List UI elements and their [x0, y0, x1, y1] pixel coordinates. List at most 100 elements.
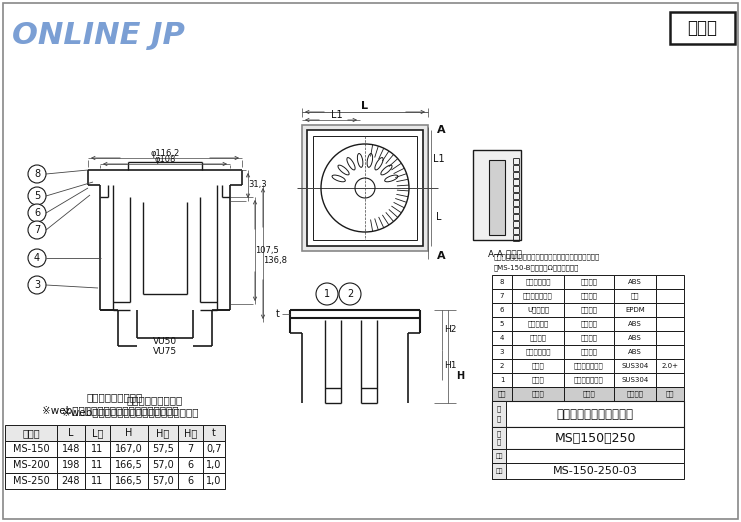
Text: 合成樹脂: 合成樹脂 [580, 335, 597, 341]
Text: 5: 5 [500, 321, 504, 327]
Text: スペリパッキン: スペリパッキン [523, 293, 553, 299]
Text: 参考図: 参考図 [687, 19, 717, 37]
Circle shape [28, 249, 46, 267]
Bar [110, 425, 148, 441]
Bar [492, 463, 506, 479]
Bar [564, 317, 614, 331]
Text: 名: 名 [497, 416, 501, 422]
Text: L1: L1 [331, 110, 343, 120]
Circle shape [28, 187, 46, 205]
Bar [512, 345, 564, 359]
Text: 浅型トラップ詳細図: 浅型トラップ詳細図 [127, 395, 183, 405]
Text: ステンレス鉱板: ステンレス鉱板 [574, 363, 604, 369]
Circle shape [316, 283, 338, 305]
Text: 7: 7 [187, 444, 193, 454]
Text: ONLINE JP: ONLINE JP [12, 20, 185, 50]
Text: 合成樹脂: 合成樹脂 [580, 279, 597, 286]
Text: フ　タ: フ タ [531, 363, 545, 369]
Text: 品: 品 [497, 431, 501, 437]
Text: 11: 11 [91, 460, 104, 470]
Text: 166,5: 166,5 [115, 476, 143, 486]
Bar [492, 373, 512, 387]
Text: 8: 8 [499, 279, 504, 285]
Bar [85, 441, 110, 457]
Bar [85, 473, 110, 489]
Text: φ108: φ108 [154, 155, 176, 163]
Text: 4: 4 [34, 253, 40, 263]
Bar [656, 331, 684, 345]
Text: H２: H２ [184, 428, 197, 438]
Bar [492, 401, 506, 427]
Bar [614, 317, 656, 331]
Text: φ116,2: φ116,2 [150, 148, 179, 158]
Bar [614, 373, 656, 387]
Text: H１: H１ [156, 428, 170, 438]
Text: ※web図面の為、等縮尺ではございません。: ※web図面の為、等縮尺ではございません。 [62, 407, 199, 417]
Text: 6: 6 [34, 208, 40, 218]
Bar [564, 345, 614, 359]
Text: VU50: VU50 [153, 337, 177, 346]
Bar [614, 289, 656, 303]
Bar [57, 425, 85, 441]
Bar [656, 345, 684, 359]
Bar [203, 457, 225, 473]
Text: 番: 番 [497, 438, 501, 445]
Text: 248: 248 [62, 476, 80, 486]
Text: 合成樹脂: 合成樹脂 [580, 349, 597, 355]
Text: 合成樹脂: 合成樹脂 [580, 293, 597, 299]
Bar [656, 275, 684, 289]
Bar [178, 441, 203, 457]
Text: L: L [68, 428, 74, 438]
Bar [5, 473, 57, 489]
Text: L１: L１ [92, 428, 103, 438]
Text: 6: 6 [187, 460, 193, 470]
Bar [178, 457, 203, 473]
Text: フランジ: フランジ [530, 335, 547, 341]
Circle shape [28, 276, 46, 294]
Circle shape [28, 204, 46, 222]
Text: 2.0+: 2.0+ [662, 363, 679, 369]
Text: MS-150: MS-150 [13, 444, 50, 454]
Bar [178, 473, 203, 489]
Text: 浅型トラップ詳細図: 浅型トラップ詳細図 [87, 392, 143, 402]
Bar [492, 463, 684, 479]
Bar [5, 457, 57, 473]
Bar [492, 345, 512, 359]
Bar [148, 457, 178, 473]
Text: 寸法: 寸法 [495, 453, 502, 459]
Text: VU75: VU75 [153, 348, 177, 357]
Text: H: H [125, 428, 133, 438]
Bar [492, 317, 512, 331]
Bar [656, 289, 684, 303]
Text: 11: 11 [91, 444, 104, 454]
Text: 4: 4 [500, 335, 504, 341]
Text: 品: 品 [497, 406, 501, 412]
Bar [564, 275, 614, 289]
Bar [492, 449, 506, 463]
Text: 57,5: 57,5 [152, 444, 174, 454]
Bar [178, 425, 203, 441]
Text: 材質名: 材質名 [582, 390, 595, 397]
Text: H2: H2 [444, 326, 456, 335]
Text: トラップ本体: トラップ本体 [525, 349, 551, 355]
Bar [489, 160, 505, 235]
Text: 7: 7 [499, 293, 504, 299]
Bar [614, 359, 656, 373]
Text: 57,0: 57,0 [152, 460, 174, 470]
Text: 7: 7 [34, 225, 40, 235]
Bar [492, 275, 512, 289]
Bar [512, 387, 564, 401]
Bar [656, 303, 684, 317]
Circle shape [28, 221, 46, 239]
Text: t: t [212, 428, 216, 438]
Text: EPDM: EPDM [625, 307, 645, 313]
Bar [110, 473, 148, 489]
Text: 番号: 番号 [498, 390, 506, 397]
Bar [492, 303, 512, 317]
Text: ABS: ABS [628, 279, 642, 285]
Text: 5: 5 [34, 191, 40, 201]
Text: トラップ付排水ユニット: トラップ付排水ユニット [556, 408, 634, 421]
Text: SUS304: SUS304 [622, 363, 648, 369]
Text: 1: 1 [324, 289, 330, 299]
Text: 6: 6 [187, 476, 193, 486]
